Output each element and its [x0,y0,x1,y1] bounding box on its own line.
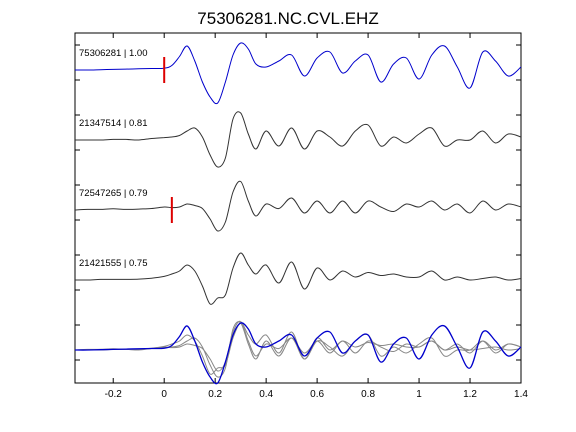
trace-label: 75306281 | 1.00 [79,48,148,59]
trace-line [74,180,522,232]
overlay-trace-line [74,322,522,385]
trace-line [75,42,522,105]
overlay-trace-line [74,322,522,375]
x-tick-label: 0.8 [361,389,375,400]
trace-label: 21421555 | 0.75 [79,258,148,269]
x-axis: -0.2 0 0.2 0.4 0.6 0.8 1 1.2 1.4 [105,33,528,400]
x-tick-label: 0.2 [208,389,222,400]
trace-label: 72547265 | 0.79 [79,188,148,199]
overlay-group [74,320,522,385]
x-tick-label: 0.4 [259,389,273,400]
plot-frame [74,32,522,384]
x-tick-label: -0.2 [105,389,123,400]
x-tick-label: 1.2 [463,389,477,400]
x-tick-label: 1 [416,389,422,400]
chart-title: 75306281.NC.CVL.EHZ [197,9,378,28]
x-tick-label: 0.6 [310,389,324,400]
x-tick-label: 0 [161,389,167,400]
x-tick-label: 1.4 [514,389,528,400]
trace-line [75,111,522,168]
trace-line [74,252,522,305]
y-axis-ticks [75,44,521,361]
trace-group: 75306281 | 1.00 21347514 | 0.81 72547265 |… [74,42,522,305]
trace-label: 21347514 | 0.81 [79,118,148,129]
